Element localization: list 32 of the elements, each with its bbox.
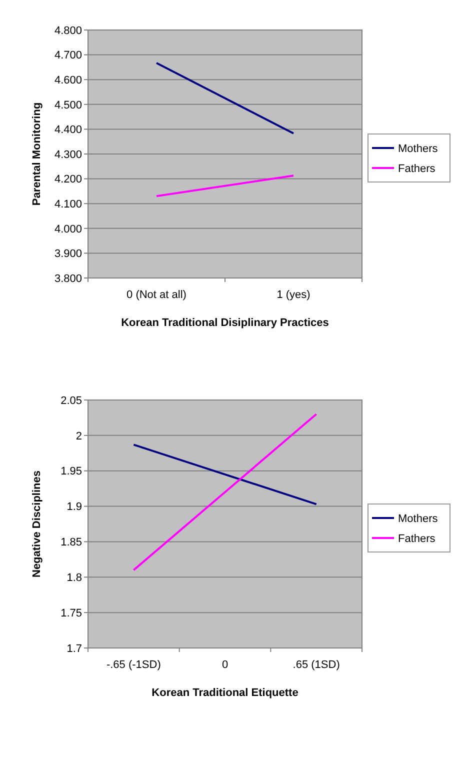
y-tick-label: 4.400 <box>54 124 82 136</box>
x-axis-title: Korean Traditional Etiquette <box>152 687 298 699</box>
y-tick-label: 3.900 <box>54 248 82 260</box>
legend-label: Fathers <box>398 162 436 175</box>
y-tick-label: 1.85 <box>60 536 82 549</box>
y-axis-title: Negative Disciplines <box>31 470 43 578</box>
y-tick-label: 4.200 <box>54 174 82 186</box>
x-tick-label: 0 <box>222 659 228 671</box>
x-tick-label: .65 (1SD) <box>292 659 340 671</box>
y-tick-label: 1.95 <box>60 466 82 478</box>
y-tick-label: 2.05 <box>60 394 82 407</box>
y-tick-label: 1.7 <box>66 642 82 655</box>
y-tick-label: 2 <box>76 430 82 442</box>
x-tick-label: 1 (yes) <box>276 289 310 301</box>
legend-label: Fathers <box>398 532 436 545</box>
legend-label: Mothers <box>398 512 438 525</box>
x-tick-label: 0 (Not at all) <box>126 289 186 301</box>
legend-label: Mothers <box>398 142 438 155</box>
y-tick-label: 3.800 <box>54 272 82 285</box>
y-tick-label: 1.75 <box>60 607 82 620</box>
y-tick-label: 1.9 <box>66 501 82 514</box>
x-tick-label: -.65 (-1SD) <box>106 659 161 671</box>
y-tick-label: 4.500 <box>54 99 82 112</box>
y-tick-label: 1.8 <box>66 572 82 584</box>
y-tick-label: 4.600 <box>54 74 82 86</box>
y-tick-label: 4.700 <box>54 50 82 62</box>
y-tick-label: 4.300 <box>54 148 82 161</box>
y-tick-label: 4.800 <box>54 24 82 37</box>
x-axis-title: Korean Traditional Disiplinary Practices <box>121 317 329 329</box>
y-axis-title: Parental Monitoring <box>31 102 43 206</box>
y-tick-label: 4.000 <box>54 223 82 236</box>
y-tick-label: 4.100 <box>54 198 82 210</box>
